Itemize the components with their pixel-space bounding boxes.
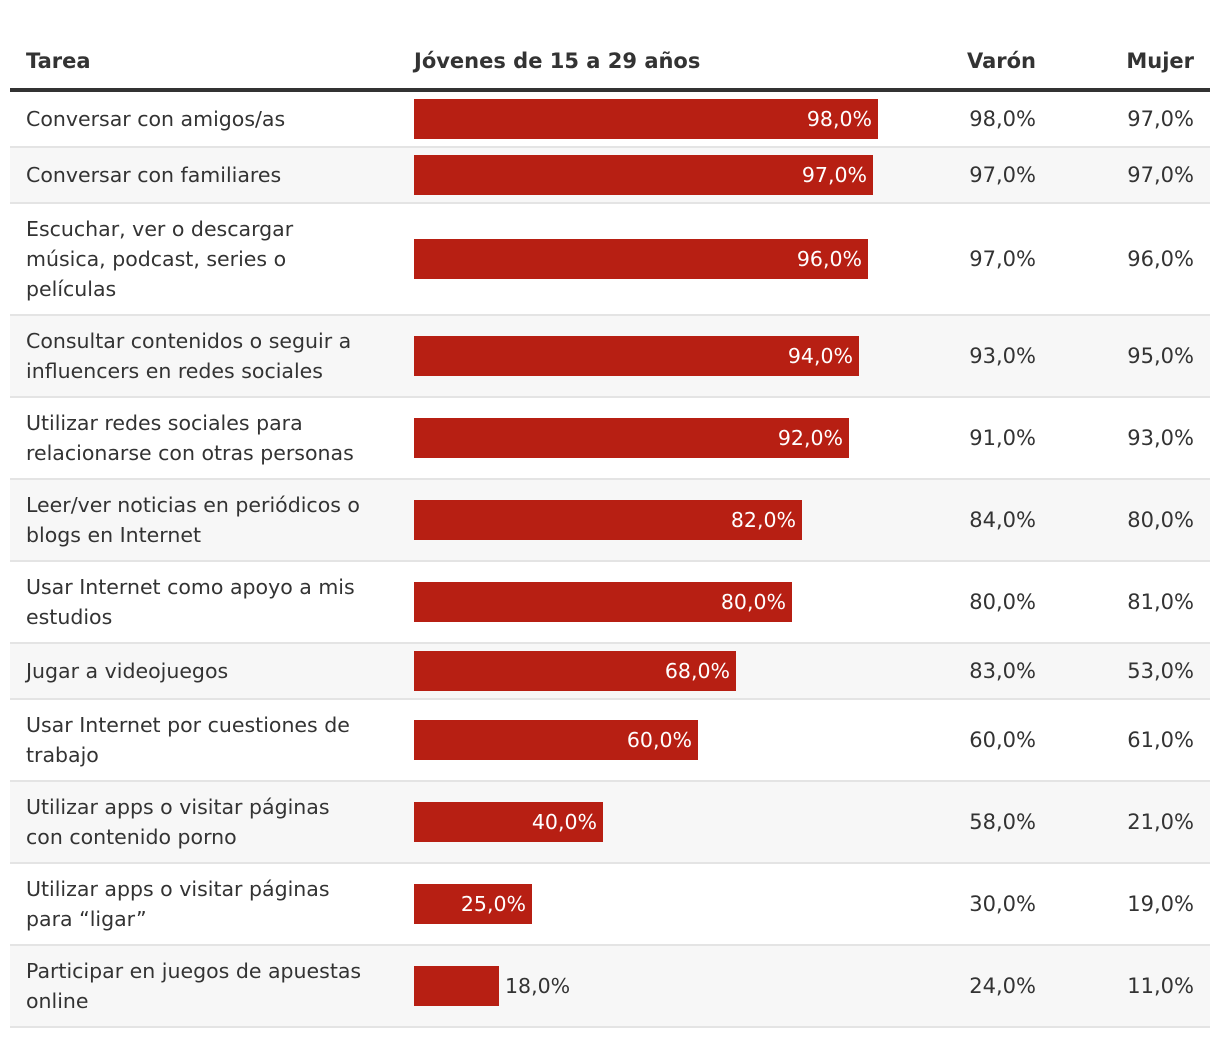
task-label: Usar Internet por cuestiones de trabajo (26, 713, 350, 767)
varon-value: 98,0% (969, 107, 1036, 131)
table-body: Conversar con amigos/as 98,0% 98,0% 97,0% Co… (10, 92, 1210, 1028)
varon-value: 80,0% (969, 590, 1036, 614)
task-label: Utilizar apps o visitar páginas para “li… (26, 877, 330, 931)
table-row: Conversar con amigos/as 98,0% 98,0% 97,0% (10, 92, 1210, 148)
varon-value: 84,0% (969, 508, 1036, 532)
task-label: Consultar contenidos o seguir a influenc… (26, 329, 352, 383)
header-young: Jóvenes de 15 a 29 años (414, 49, 701, 73)
bar (414, 582, 792, 622)
task-label: Escuchar, ver o descargar música, podcas… (26, 217, 294, 301)
bar-value-label: 18,0% (505, 974, 571, 998)
task-label: Participar en juegos de apuestas online (26, 959, 362, 1013)
bar-value-label: 82,0% (730, 508, 796, 532)
bar (414, 802, 603, 842)
bar-value-label: 96,0% (796, 247, 862, 271)
varon-value: 60,0% (969, 728, 1036, 752)
table-row: Usar Internet por cuestiones de trabajo 6… (10, 700, 1210, 782)
mujer-value: 81,0% (1127, 590, 1194, 614)
mujer-value: 93,0% (1127, 426, 1194, 450)
mujer-value: 19,0% (1127, 892, 1194, 916)
task-label: Conversar con amigos/as (26, 107, 286, 131)
table-header: Tarea Jóvenes de 15 a 29 años Varón Muje… (10, 36, 1210, 92)
varon-value: 24,0% (969, 974, 1036, 998)
table-row: Jugar a videojuegos 68,0% 83,0% 53,0% (10, 644, 1210, 700)
bar (414, 720, 698, 760)
task-label: Usar Internet como apoyo a mis estudios (26, 575, 355, 629)
table-row: Participar en juegos de apuestas online 1… (10, 946, 1210, 1028)
task-label: Leer/ver noticias en periódicos o blogs … (26, 493, 360, 547)
bar-value-label: 68,0% (664, 659, 730, 683)
table-row: Escuchar, ver o descargar música, podcas… (10, 204, 1210, 316)
bar-value-label: 60,0% (626, 728, 692, 752)
table-row: Usar Internet como apoyo a mis estudios 8… (10, 562, 1210, 644)
header-task: Tarea (26, 49, 91, 73)
table-row: Leer/ver noticias en periódicos o blogs … (10, 480, 1210, 562)
bar (414, 336, 859, 376)
task-label: Utilizar redes sociales para relacionars… (26, 411, 354, 465)
table-row: Consultar contenidos o seguir a influenc… (10, 316, 1210, 398)
bar-value-label: 40,0% (531, 810, 597, 834)
task-label: Utilizar apps o visitar páginas con cont… (26, 795, 330, 849)
data-table: Tarea Jóvenes de 15 a 29 años Varón Muje… (10, 36, 1210, 1028)
bar-value-label: 97,0% (801, 163, 867, 187)
bar (414, 651, 736, 691)
mujer-value: 61,0% (1127, 728, 1194, 752)
mujer-value: 97,0% (1127, 107, 1194, 131)
header-varon: Varón (966, 49, 1036, 73)
varon-value: 58,0% (969, 810, 1036, 834)
bar (414, 884, 532, 924)
mujer-value: 96,0% (1127, 247, 1194, 271)
mujer-value: 97,0% (1127, 163, 1194, 187)
bar-value-label: 94,0% (787, 344, 853, 368)
mujer-value: 21,0% (1127, 810, 1194, 834)
task-label: Conversar con familiares (26, 163, 282, 187)
varon-value: 83,0% (969, 659, 1036, 683)
table-row: Utilizar redes sociales para relacionars… (10, 398, 1210, 480)
mujer-value: 53,0% (1127, 659, 1194, 683)
bar (414, 500, 802, 540)
bar-value-label: 98,0% (806, 107, 872, 131)
bar (414, 155, 873, 195)
varon-value: 30,0% (969, 892, 1036, 916)
bar-value-label: 25,0% (460, 892, 526, 916)
bar-value-label: 80,0% (720, 590, 786, 614)
table-row: Conversar con familiares 97,0% 97,0% 97,0% (10, 148, 1210, 204)
bar (414, 99, 878, 139)
varon-value: 93,0% (969, 344, 1036, 368)
mujer-value: 80,0% (1127, 508, 1194, 532)
bar (414, 239, 868, 279)
bar-value-label: 92,0% (777, 426, 843, 450)
bar (414, 966, 499, 1006)
varon-value: 97,0% (969, 163, 1036, 187)
table-row: Utilizar apps o visitar páginas con cont… (10, 782, 1210, 864)
header-mujer: Mujer (1126, 49, 1194, 73)
task-label: Jugar a videojuegos (26, 659, 229, 683)
varon-value: 91,0% (969, 426, 1036, 450)
varon-value: 97,0% (969, 247, 1036, 271)
mujer-value: 95,0% (1127, 344, 1194, 368)
bar (414, 418, 849, 458)
mujer-value: 11,0% (1127, 974, 1194, 998)
table-row: Utilizar apps o visitar páginas para “li… (10, 864, 1210, 946)
